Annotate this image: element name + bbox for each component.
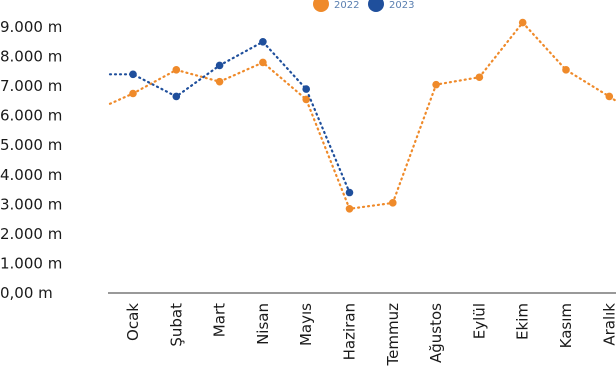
data-point — [302, 85, 311, 93]
x-tick-label: Haziran — [341, 303, 359, 360]
y-tick-label: 5.000 m — [0, 136, 62, 154]
legend-label: 2022 — [334, 0, 359, 11]
legend: 2022 2023 — [313, 0, 414, 12]
data-point — [389, 199, 397, 207]
data-point — [172, 92, 181, 101]
data-point — [259, 37, 267, 46]
data-point — [345, 204, 354, 213]
data-point — [259, 58, 267, 67]
data-point — [215, 61, 224, 70]
series-line — [108, 20, 616, 211]
y-tick-label: 2.000 m — [0, 225, 62, 243]
series-layer — [108, 18, 616, 213]
y-axis: 0,00 m 1.000 m 2.000 m 3.000 m 4.000 m 5.000 … — [0, 18, 62, 302]
y-tick-label: 0,00 m — [0, 284, 53, 302]
data-point — [129, 70, 137, 79]
x-tick-label: Ağustos — [427, 303, 445, 363]
x-tick-label: Aralık — [600, 303, 616, 346]
data-point — [475, 73, 484, 82]
data-point — [302, 95, 311, 104]
data-point — [562, 66, 570, 74]
x-tick-label: Mayıs — [297, 303, 315, 346]
series-2023 — [108, 37, 354, 197]
y-tick-label: 9.000 m — [0, 18, 62, 36]
data-point — [432, 80, 440, 89]
y-tick-label: 7.000 m — [0, 77, 62, 95]
legend-label: 2023 — [389, 0, 414, 11]
data-point — [129, 89, 137, 98]
data-point — [518, 18, 527, 27]
x-tick-label: Şubat — [167, 303, 185, 347]
x-tick-label: Temmuz — [384, 303, 402, 367]
data-point — [172, 66, 181, 74]
x-tick-label: Kasım — [557, 303, 575, 348]
x-tick-label: Nisan — [254, 303, 272, 345]
x-tick-label: Eylül — [470, 303, 488, 339]
series-line — [108, 40, 351, 194]
legend-swatch — [368, 0, 384, 12]
y-tick-label: 4.000 m — [0, 166, 62, 184]
data-point — [605, 92, 614, 101]
data-point — [215, 77, 224, 86]
y-tick-label: 3.000 m — [0, 195, 62, 213]
y-tick-label: 8.000 m — [0, 48, 62, 66]
x-tick-label: Ekim — [514, 303, 532, 340]
data-point — [345, 188, 354, 197]
series-2022 — [108, 18, 616, 213]
y-tick-label: 1.000 m — [0, 254, 62, 272]
x-tick-label: Mart — [211, 303, 229, 337]
x-axis: Ocak Şubat Mart Nisan Mayıs Haziran Temmuz Ağus… — [124, 303, 616, 367]
x-tick-label: Ocak — [124, 303, 142, 341]
legend-swatch — [313, 0, 329, 12]
y-tick-label: 6.000 m — [0, 107, 62, 125]
